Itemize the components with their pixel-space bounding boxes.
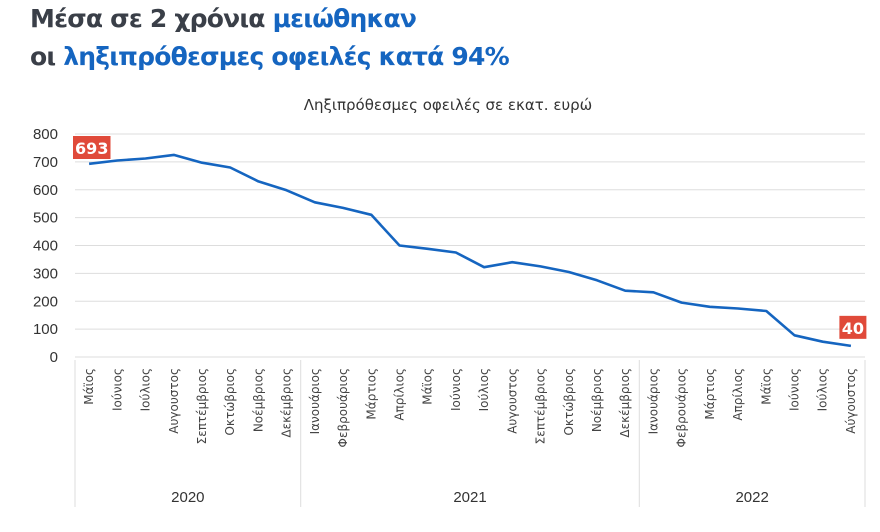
x-tick-label: Απρίλιος [731,368,745,421]
y-tick-label: 600 [33,182,58,199]
y-tick-label: 800 [33,126,58,143]
headline-line-1: Μέσα σε 2 χρόνια μειώθηκαν [30,0,509,38]
x-tick-label: Ιανουάριος [646,368,660,434]
y-tick-label: 500 [33,210,58,227]
x-tick-label: Αύγουστος [844,368,858,434]
x-tick-label: Αυγουστος [167,368,181,434]
x-tick-label: Οκτώβριος [223,368,237,436]
x-tick-label: Απρίλιος [392,368,406,421]
headline-text: οι [30,42,64,71]
x-tick-label: Ιούνιος [449,368,463,411]
x-tick-label: Σεπτέμβριος [534,368,548,444]
x-tick-label: Νοέμβριος [590,368,604,432]
x-tick-label: Ιούλιος [139,368,153,411]
x-tick-label: Μάϊος [82,368,96,405]
x-axis: Μάϊος Ιούνιος Ιούλιος Αυγουστος Σεπτέμβριος Ο… [74,360,866,507]
chart-title: Ληξιπρόθεσμες οφειλές σε εκατ. ευρώ [304,96,592,114]
y-tick-label: 200 [33,293,58,310]
x-tick-label: Ιανουάριος [308,368,322,434]
data-labels: 693 40 [73,136,867,339]
x-tick-label: Μάρτιος [703,368,717,420]
x-group-label: 2020 [171,489,204,506]
headline-highlight: μειώθηκαν [272,4,417,33]
x-tick-label: Μάρτιος [364,368,378,420]
series [88,153,852,348]
x-group-label: 2022 [735,489,768,506]
headline-highlight: ληξιπρόθεσμες οφειλές κατά 94% [63,42,509,71]
x-tick-label: Ιούνιος [787,368,801,411]
data-label-box [73,136,111,159]
x-tick-label: Ιούλιος [477,368,491,411]
y-tick-label: 100 [33,321,58,338]
x-tick-label: Ιούνιος [110,368,124,411]
data-label: 40 [842,319,864,338]
x-tick-label: Φεβρουάριος [675,368,689,447]
x-tick-label: Σεπτέμβριος [195,368,209,444]
headline-text: Μέσα σε 2 χρόνια [30,4,273,33]
x-tick-label: Φεβρουάριος [336,368,350,447]
data-label-box [839,315,867,339]
headline-line-2: οι ληξιπρόθεσμες οφειλές κατά 94% [30,38,510,76]
x-tick-label: Μάϊος [759,368,773,405]
x-tick-label: Ιούλιος [816,368,830,411]
x-tick-label: Δεκέμβριος [280,368,294,438]
x-tick-label: Νοέμβριος [251,368,265,432]
x-tick-label: Οκτώβριος [562,368,576,436]
headline: Μέσα σε 2 χρόνια μειώθηκαν οι ληξιπρόθεσ… [30,0,510,76]
y-axis: 0 100 200 300 400 500 600 700 800 [33,126,58,366]
y-tick-label: 0 [50,349,58,366]
data-label: 693 [75,139,108,158]
x-tick-label: Δεκέμβριος [618,368,632,438]
y-tick-label: 300 [33,265,58,282]
x-group-label: 2021 [453,489,486,506]
y-tick-label: 700 [33,154,58,171]
x-tick-label: Μάϊος [421,368,435,405]
x-tick-label: Αυγουστος [505,368,519,434]
series-line [88,153,852,348]
gridlines [75,133,865,358]
y-tick-label: 400 [33,238,58,255]
